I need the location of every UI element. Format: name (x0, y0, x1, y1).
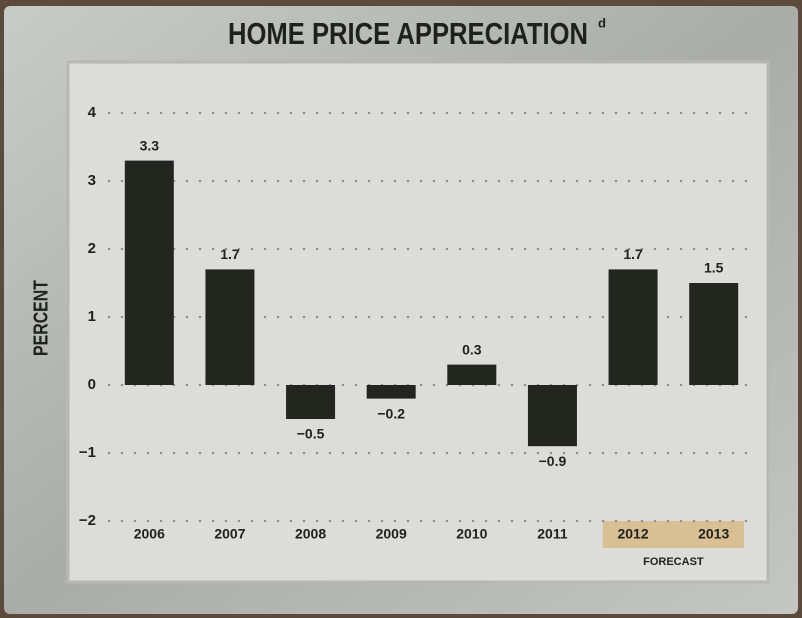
value-label: −0.2 (377, 405, 405, 421)
y-tick-label: −1 (79, 444, 96, 461)
bar (689, 283, 738, 385)
bar (367, 385, 416, 399)
x-tick-label: 2011 (537, 526, 568, 542)
value-label: −0.9 (539, 453, 567, 469)
y-tick-label: 3 (88, 172, 96, 189)
bar (125, 161, 174, 385)
x-tick-label: 2013 (698, 526, 729, 542)
value-label: 0.3 (462, 341, 482, 357)
page: {"chart_data": {"type": "bar", "title": … (0, 0, 802, 618)
bar (286, 385, 335, 419)
chart: HOME PRICE APPRECIATION d PERCENT FORECA… (0, 0, 802, 618)
y-tick-label: 4 (88, 104, 97, 121)
x-tick-label: 2009 (376, 526, 407, 542)
y-axis-label: PERCENT (30, 280, 52, 356)
value-label: 3.3 (140, 137, 160, 153)
x-tick-label: 2007 (214, 526, 245, 542)
bar (528, 385, 577, 446)
value-label: −0.5 (297, 426, 325, 442)
y-tick-label: −2 (79, 512, 96, 529)
y-tick-label: 0 (88, 376, 96, 393)
forecast-label: FORECAST (643, 556, 704, 568)
bar (205, 269, 254, 385)
value-label: 1.5 (704, 260, 724, 276)
x-tick-label: 2006 (134, 526, 165, 542)
y-tick-label: 2 (88, 240, 96, 257)
value-label: 1.7 (623, 246, 643, 262)
bar (609, 269, 658, 385)
value-label: 1.7 (220, 246, 240, 262)
x-tick-label: 2012 (617, 526, 648, 542)
chart-title: HOME PRICE APPRECIATION (228, 16, 588, 51)
x-tick-label: 2010 (456, 526, 487, 542)
title-note: d (598, 15, 606, 30)
y-tick-label: 1 (88, 308, 96, 325)
bar (447, 365, 496, 385)
x-tick-label: 2008 (295, 526, 326, 542)
